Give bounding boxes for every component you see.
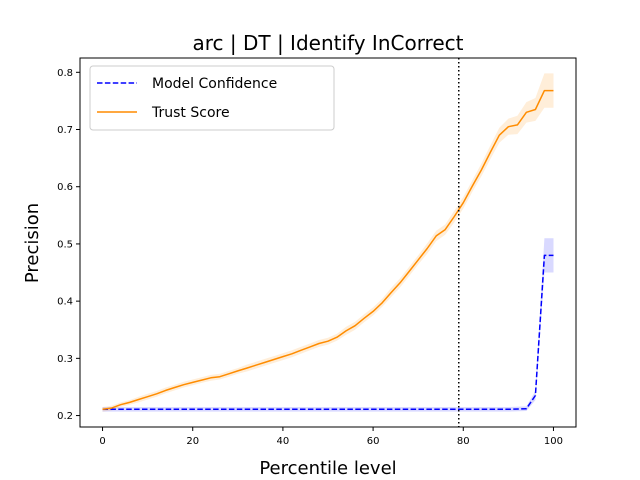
x-tick-label: 100 (544, 436, 563, 447)
legend: Model Confidence Trust Score (89, 65, 335, 131)
y-tick-label: 0.4 (57, 297, 73, 308)
y-axis-title: Precision (22, 203, 43, 283)
x-axis-title: Percentile level (259, 458, 396, 479)
x-axis: 0 20 40 60 80 100 (99, 427, 563, 447)
trust-score-band (102, 73, 554, 412)
plot-frame (79, 57, 577, 428)
trust-score-line (102, 89, 554, 411)
y-tick-label: 0.5 (57, 239, 73, 250)
y-tick-label: 0.3 (57, 354, 73, 365)
chart-title: arc | DT | Identify InCorrect (193, 31, 464, 55)
legend-label-trust-score: Trust Score (151, 105, 230, 121)
series-lines (102, 89, 554, 411)
y-axis: 0.2 0.3 0.4 0.5 0.6 0.7 0.8 (57, 68, 80, 422)
x-tick-label: 40 (277, 436, 290, 447)
y-tick-label: 0.6 (57, 182, 73, 193)
y-tick-label: 0.7 (57, 125, 73, 136)
x-tick-label: 80 (457, 436, 470, 447)
confidence-bands (102, 73, 554, 412)
x-tick-label: 20 (186, 436, 199, 447)
model-confidence-line (102, 254, 554, 411)
legend-box (89, 65, 335, 131)
x-tick-label: 60 (367, 436, 380, 447)
y-tick-label: 0.8 (57, 68, 73, 79)
y-tick-label: 0.2 (57, 411, 73, 422)
legend-label-model-confidence: Model Confidence (152, 76, 277, 92)
x-tick-label: 0 (99, 436, 105, 447)
